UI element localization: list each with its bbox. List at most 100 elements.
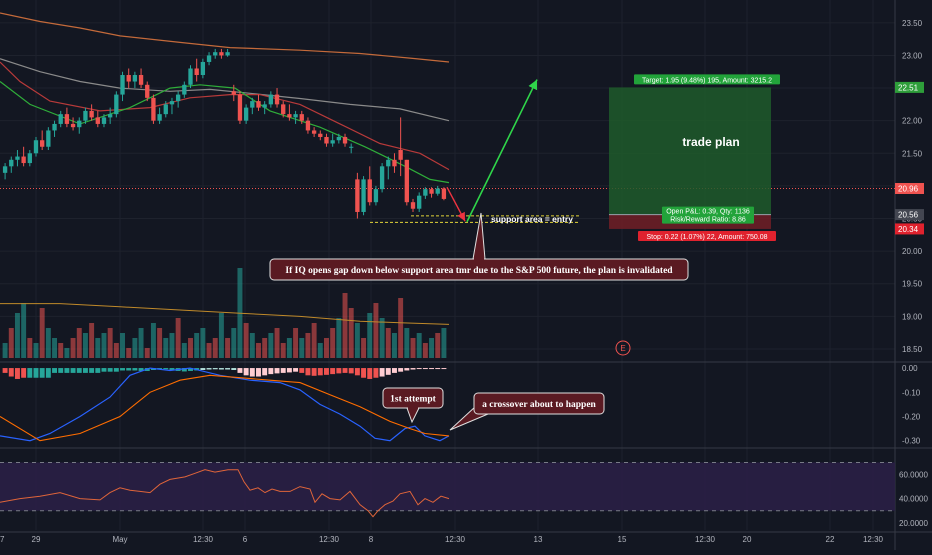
candle[interactable] <box>89 110 94 118</box>
candle[interactable] <box>83 110 88 121</box>
macd-histogram-bar[interactable] <box>305 368 311 376</box>
candle[interactable] <box>200 61 206 76</box>
volume-bar[interactable] <box>373 303 379 358</box>
candle[interactable] <box>58 114 63 124</box>
candle[interactable] <box>157 114 162 121</box>
macd-histogram-bar[interactable] <box>45 368 51 378</box>
volume-bar[interactable] <box>181 343 187 358</box>
candle[interactable] <box>318 133 323 137</box>
macd-histogram-bar[interactable] <box>317 368 323 376</box>
volume-bar[interactable] <box>39 308 45 358</box>
macd-histogram-bar[interactable] <box>435 368 441 370</box>
volume-bar[interactable] <box>324 338 329 358</box>
volume-bar[interactable] <box>144 348 150 358</box>
candle[interactable] <box>410 202 416 209</box>
first-attempt-callout[interactable]: 1st attempt <box>382 387 444 424</box>
candle[interactable] <box>138 75 144 85</box>
macd-histogram-bar[interactable] <box>361 368 367 378</box>
candle[interactable] <box>324 136 329 144</box>
candle[interactable] <box>423 189 428 196</box>
candle[interactable] <box>373 189 379 203</box>
macd-histogram-bar[interactable] <box>256 368 261 377</box>
candle[interactable] <box>237 94 243 121</box>
volume-bar[interactable] <box>268 333 274 358</box>
candle[interactable] <box>188 68 193 85</box>
volume-series[interactable]: E <box>0 268 631 358</box>
candle[interactable] <box>417 195 422 209</box>
volume-bar[interactable] <box>76 328 82 358</box>
candle[interactable] <box>330 140 335 144</box>
macd-histogram-bar[interactable] <box>231 368 237 370</box>
volume-bar[interactable] <box>58 343 64 358</box>
candlestick-series[interactable] <box>2 48 447 219</box>
macd-histogram-bar[interactable] <box>89 368 95 373</box>
macd-histogram-bar[interactable] <box>422 368 428 370</box>
volume-bar[interactable] <box>2 343 8 358</box>
macd-histogram-bar[interactable] <box>120 368 125 371</box>
macd-histogram-bar[interactable] <box>330 368 336 375</box>
macd-histogram-bar[interactable] <box>373 368 379 378</box>
volume-bar[interactable] <box>293 328 299 358</box>
volume-bar[interactable] <box>342 293 348 358</box>
macd-histogram-bar[interactable] <box>429 368 435 370</box>
volume-bar[interactable] <box>305 333 311 358</box>
macd-histogram-bar[interactable] <box>237 368 243 373</box>
volume-bar[interactable] <box>95 338 101 358</box>
volume-bar[interactable] <box>200 328 206 358</box>
macd-histogram-bar[interactable] <box>324 368 329 375</box>
volume-bar[interactable] <box>391 333 397 358</box>
volume-bar[interactable] <box>27 338 33 358</box>
macd-histogram-bar[interactable] <box>70 368 76 373</box>
volume-bar[interactable] <box>367 313 373 358</box>
candle[interactable] <box>182 84 187 95</box>
volume-bar[interactable] <box>299 338 305 358</box>
volume-bar[interactable] <box>262 338 268 358</box>
candle[interactable] <box>404 159 409 203</box>
macd-histogram-bar[interactable] <box>200 368 206 370</box>
projection-arrow[interactable] <box>466 79 538 223</box>
candle[interactable] <box>441 188 447 199</box>
candle[interactable] <box>225 52 230 56</box>
volume-bar[interactable] <box>311 323 317 358</box>
earnings-marker[interactable] <box>615 340 631 356</box>
candle[interactable] <box>2 166 8 173</box>
volume-bar[interactable] <box>416 333 422 358</box>
volume-bar[interactable] <box>70 338 76 358</box>
candle[interactable] <box>311 130 317 134</box>
volume-bar[interactable] <box>21 303 27 358</box>
volume-bar[interactable] <box>218 313 224 358</box>
volume-bar[interactable] <box>107 328 113 358</box>
macd-histogram-bar[interactable] <box>107 368 113 372</box>
macd-histogram-bar[interactable] <box>76 368 82 373</box>
macd-histogram-bar[interactable] <box>268 368 274 375</box>
volume-bar[interactable] <box>163 338 169 358</box>
volume-bar[interactable] <box>225 338 231 358</box>
candle[interactable] <box>101 117 107 124</box>
macd-histogram-bar[interactable] <box>225 368 231 370</box>
volume-bar[interactable] <box>132 338 138 358</box>
volume-bar[interactable] <box>101 333 107 358</box>
volume-bar[interactable] <box>435 333 441 358</box>
volume-bar[interactable] <box>379 318 385 358</box>
candle[interactable] <box>243 107 249 121</box>
candle[interactable] <box>9 159 14 167</box>
invalidation-callout[interactable]: If IQ opens gap down below support area … <box>269 212 689 281</box>
volume-bar[interactable] <box>286 338 292 358</box>
volume-bar[interactable] <box>249 333 255 358</box>
macd-histogram-bar[interactable] <box>21 368 27 378</box>
macd-histogram-bar[interactable] <box>243 368 249 376</box>
macd-histogram-bar[interactable] <box>82 368 88 373</box>
rsi-panel[interactable] <box>0 461 895 518</box>
candle[interactable] <box>132 75 138 82</box>
candle[interactable] <box>213 52 218 56</box>
candle[interactable] <box>349 146 354 148</box>
volume-bar[interactable] <box>188 338 193 358</box>
macd-histogram-bar[interactable] <box>188 368 193 371</box>
candle[interactable] <box>27 153 32 164</box>
volume-bar[interactable] <box>120 333 125 358</box>
macd-histogram-bar[interactable] <box>404 368 410 371</box>
volume-bar[interactable] <box>354 323 360 358</box>
macd-histogram-bar[interactable] <box>379 368 385 377</box>
macd-histogram-bar[interactable] <box>398 368 404 372</box>
volume-bar[interactable] <box>404 328 410 358</box>
